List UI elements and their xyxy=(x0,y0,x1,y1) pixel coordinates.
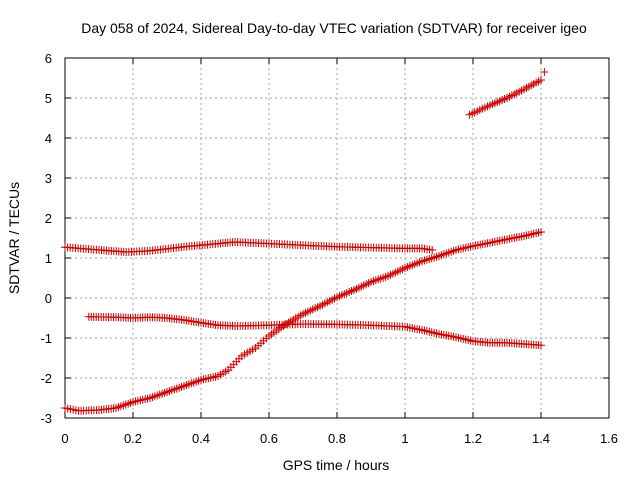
y-tick-label: 2 xyxy=(45,211,52,226)
data-marks xyxy=(61,68,549,415)
y-axis: -3 -2 -1 0 1 2 3 4 5 6 xyxy=(40,51,609,426)
y-tick-label: -1 xyxy=(40,331,52,346)
y-tick-label: 5 xyxy=(45,91,52,106)
series-satellite-D xyxy=(465,68,549,119)
x-tick-label: 1.2 xyxy=(464,431,482,446)
data-point xyxy=(537,228,545,236)
data-point xyxy=(537,76,545,84)
y-tick-label: 6 xyxy=(45,51,52,66)
data-point xyxy=(540,68,549,76)
x-tick-label: 1 xyxy=(401,431,408,446)
y-tick-label: -2 xyxy=(40,371,52,386)
y-tick-label: -3 xyxy=(40,411,52,426)
data-point xyxy=(537,341,545,350)
x-tick-label: 0.2 xyxy=(124,431,142,446)
y-tick-label: 1 xyxy=(45,251,52,266)
grid xyxy=(65,58,609,418)
x-tick-label: 1.6 xyxy=(600,431,618,446)
y-tick-label: 3 xyxy=(45,171,52,186)
x-tick-label: 0.4 xyxy=(192,431,210,446)
y-axis-title: SDTVAR / TECUs xyxy=(6,182,22,294)
y-tick-label: 0 xyxy=(45,291,52,306)
x-tick-label: 0.6 xyxy=(260,431,278,446)
series-satellite-A xyxy=(61,238,437,256)
x-tick-label: 0 xyxy=(61,431,68,446)
x-tick-label: 1.4 xyxy=(532,431,550,446)
x-axis-title: GPS time / hours xyxy=(283,457,390,473)
series-satellite-C xyxy=(84,312,545,350)
series-satellite-B xyxy=(61,228,545,415)
chart-title: Day 058 of 2024, Sidereal Day-to-day VTE… xyxy=(81,20,587,36)
data-point xyxy=(428,246,437,254)
x-axis: 0 0.2 0.4 0.6 0.8 1 1.2 1.4 1.6 xyxy=(61,58,618,446)
y-tick-label: 4 xyxy=(45,131,52,146)
x-tick-label: 0.8 xyxy=(328,431,346,446)
